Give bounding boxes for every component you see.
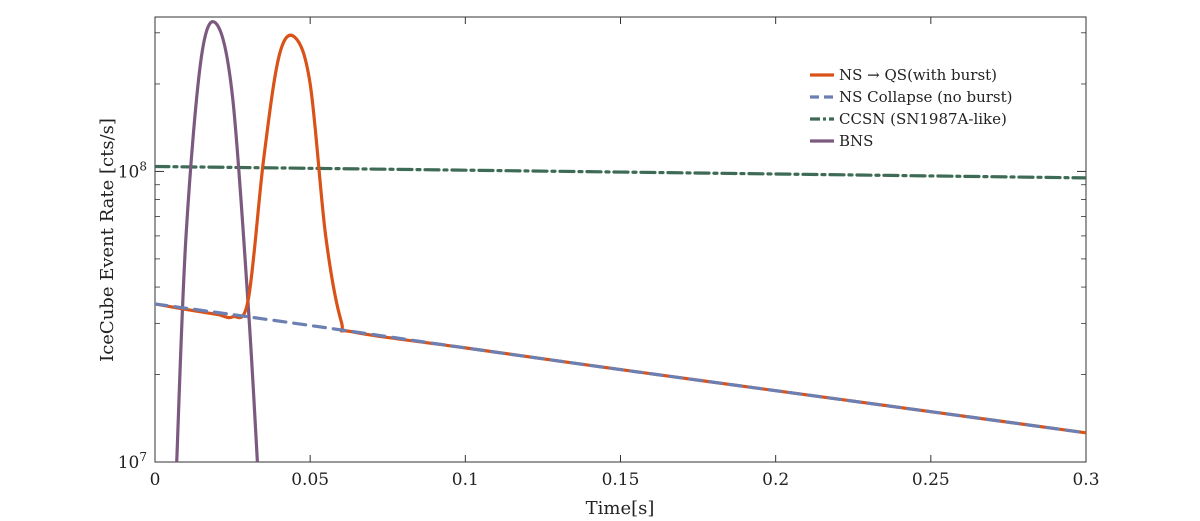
x-axis-label: Time[s] bbox=[586, 498, 655, 519]
x-tick-label: 0.3 bbox=[1072, 470, 1099, 490]
y-axis-label: IceCube Event Rate [cts/s] bbox=[97, 118, 118, 362]
legend-label: BNS bbox=[839, 132, 873, 150]
y-tick-base: 10 bbox=[118, 162, 140, 182]
y-tick-label: 107 bbox=[118, 450, 147, 473]
y-tick-base: 10 bbox=[118, 453, 140, 473]
y-tick-exponent: 7 bbox=[139, 450, 147, 464]
x-tick-label: 0.2 bbox=[762, 470, 789, 490]
y-tick-exponent: 8 bbox=[139, 159, 147, 173]
legend-label: CCSN (SN1987A-like) bbox=[839, 110, 1007, 128]
legend-label: NS → QS(with burst) bbox=[839, 66, 997, 84]
x-tick-label: 0 bbox=[150, 470, 161, 490]
x-tick-label: 0.1 bbox=[452, 470, 479, 490]
series-line-1 bbox=[155, 302, 1086, 435]
series-line-2 bbox=[155, 164, 1086, 180]
x-tick-label: 0.25 bbox=[912, 470, 950, 490]
x-tick-label: 0.05 bbox=[291, 470, 329, 490]
series-layer bbox=[155, 20, 1086, 462]
legend: NS → QS(with burst) NS Collapse (no burst… bbox=[810, 66, 1012, 150]
legend-label: NS Collapse (no burst) bbox=[839, 88, 1012, 106]
y-tick-label: 108 bbox=[118, 159, 147, 182]
x-tick-label: 0.15 bbox=[602, 470, 640, 490]
